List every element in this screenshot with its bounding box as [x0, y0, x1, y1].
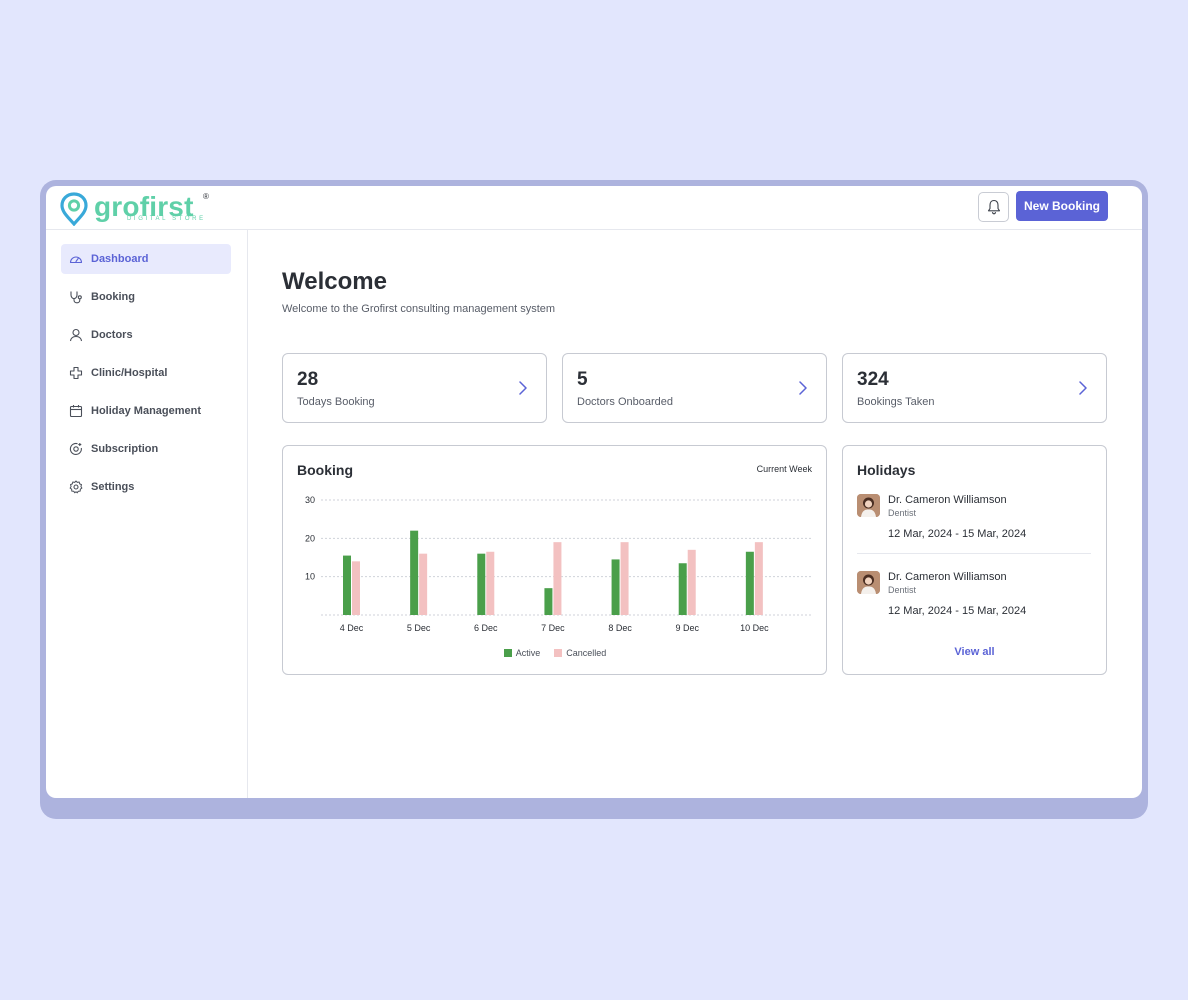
stat-card-doctors-onboarded[interactable]: 5 Doctors Onboarded	[562, 353, 827, 423]
sidebar-item-holiday-management[interactable]: Holiday Management	[61, 396, 231, 426]
user-icon	[69, 328, 83, 342]
calendar-icon	[69, 404, 83, 418]
x-tick-label: 10 Dec	[740, 623, 769, 633]
divider	[857, 553, 1091, 554]
sidebar-item-clinic-hospital[interactable]: Clinic/Hospital	[61, 358, 231, 388]
booking-panel-title: Booking	[297, 462, 353, 478]
sidebar-item-dashboard[interactable]: Dashboard	[61, 244, 231, 274]
bar-cancelled[interactable]	[486, 551, 495, 615]
bar-cancelled[interactable]	[687, 549, 696, 615]
y-tick-label: 20	[305, 533, 315, 543]
legend-item-cancelled: Cancelled	[554, 648, 606, 658]
sidebar: Dashboard Booking Doctors Clinic/Hospita…	[46, 230, 248, 798]
bar-active[interactable]	[611, 559, 620, 615]
app-window: grofirst ® DIGITAL STORE New Booking Das…	[46, 186, 1142, 798]
avatar	[857, 494, 880, 517]
brand-tagline: DIGITAL STORE	[127, 216, 206, 222]
sidebar-item-label: Subscription	[91, 443, 159, 455]
bar-cancelled[interactable]	[620, 542, 629, 615]
holiday-dates: 12 Mar, 2024 - 15 Mar, 2024	[888, 528, 1027, 540]
holidays-panel: Holidays Dr. Cameron Williamson Dentist …	[842, 445, 1107, 675]
holidays-panel-title: Holidays	[857, 462, 916, 478]
stat-label: Bookings Taken	[857, 396, 935, 408]
bar-active[interactable]	[544, 588, 553, 615]
holiday-doctor-name: Dr. Cameron Williamson	[888, 494, 1007, 506]
legend-item-active: Active	[503, 648, 541, 658]
bar-active[interactable]	[477, 553, 486, 615]
sidebar-item-settings[interactable]: Settings	[61, 472, 231, 502]
medical-cross-icon	[69, 366, 83, 380]
stat-value: 28	[297, 369, 319, 390]
holiday-doctor-role: Dentist	[888, 508, 917, 518]
new-booking-button[interactable]: New Booking	[1016, 191, 1108, 221]
stat-card-bookings-taken[interactable]: 324 Bookings Taken	[842, 353, 1107, 423]
stat-card-todays-booking[interactable]: 28 Todays Booking	[282, 353, 547, 423]
sidebar-item-doctors[interactable]: Doctors	[61, 320, 231, 350]
y-tick-label: 10	[305, 572, 315, 582]
chart-legend: Active Cancelled	[283, 648, 827, 658]
legend-swatch-cancelled	[554, 649, 563, 657]
page-subtitle: Welcome to the Grofirst consulting manag…	[282, 303, 556, 315]
bar-cancelled[interactable]	[352, 561, 360, 615]
chevron-right-icon	[519, 381, 527, 395]
chevron-right-icon	[1079, 381, 1087, 395]
gear-icon	[69, 480, 83, 494]
x-tick-label: 6 Dec	[474, 623, 498, 633]
legend-label: Cancelled	[566, 648, 607, 658]
x-tick-label: 8 Dec	[608, 623, 632, 633]
chart-range-selector[interactable]: Current Week	[756, 464, 812, 474]
gauge-icon	[69, 252, 83, 266]
holiday-dates: 12 Mar, 2024 - 15 Mar, 2024	[888, 605, 1027, 617]
stat-value: 5	[577, 369, 588, 390]
booking-chart-panel: Booking Current Week 10 20 30 4 Dec 5 Dec 6 D…	[282, 445, 827, 675]
x-tick-label: 9 Dec	[675, 623, 699, 633]
bar-active[interactable]	[343, 555, 351, 615]
stat-value: 324	[857, 369, 889, 390]
notification-button[interactable]	[978, 192, 1009, 222]
top-header: grofirst ® DIGITAL STORE New Booking	[46, 186, 1142, 230]
sidebar-item-label: Settings	[91, 481, 135, 493]
x-tick-label: 4 Dec	[340, 623, 364, 633]
location-pin-icon	[60, 192, 88, 226]
bell-icon	[987, 199, 1000, 215]
page-title: Welcome	[282, 268, 387, 295]
bar-cancelled[interactable]	[754, 542, 763, 615]
chevron-right-icon	[799, 381, 807, 395]
bar-cancelled[interactable]	[553, 542, 562, 615]
bar-cancelled[interactable]	[419, 553, 428, 615]
y-tick-label: 30	[305, 495, 315, 505]
stat-label: Todays Booking	[297, 396, 375, 408]
holiday-doctor-role: Dentist	[888, 585, 917, 595]
sidebar-item-label: Dashboard	[91, 253, 149, 265]
stethoscope-icon	[69, 290, 83, 304]
x-tick-label: 5 Dec	[407, 623, 431, 633]
bar-active[interactable]	[678, 563, 687, 615]
brand-name: grofirst	[94, 191, 194, 222]
sidebar-item-booking[interactable]: Booking	[61, 282, 231, 312]
legend-swatch-active	[503, 649, 512, 657]
sidebar-item-label: Holiday Management	[91, 405, 202, 417]
legend-label: Active	[515, 648, 541, 658]
x-tick-label: 7 Dec	[541, 623, 565, 633]
sidebar-item-label: Doctors	[91, 329, 133, 341]
sidebar-item-label: Clinic/Hospital	[91, 367, 168, 379]
holiday-doctor-name: Dr. Cameron Williamson	[888, 571, 1007, 583]
booking-bar-chart: 10 20 30 4 Dec 5 Dec 6 Dec 7 Dec 8 Dec 9 Dec 10 D…	[305, 495, 813, 633]
bar-active[interactable]	[410, 530, 419, 615]
subscription-icon	[69, 442, 83, 456]
bar-active[interactable]	[745, 551, 754, 615]
sidebar-item-subscription[interactable]: Subscription	[61, 434, 231, 464]
avatar	[857, 571, 880, 594]
view-all-link[interactable]: View all	[954, 646, 995, 658]
sidebar-item-label: Booking	[91, 291, 135, 303]
registered-mark: ®	[203, 192, 209, 201]
stat-label: Doctors Onboarded	[577, 396, 673, 408]
